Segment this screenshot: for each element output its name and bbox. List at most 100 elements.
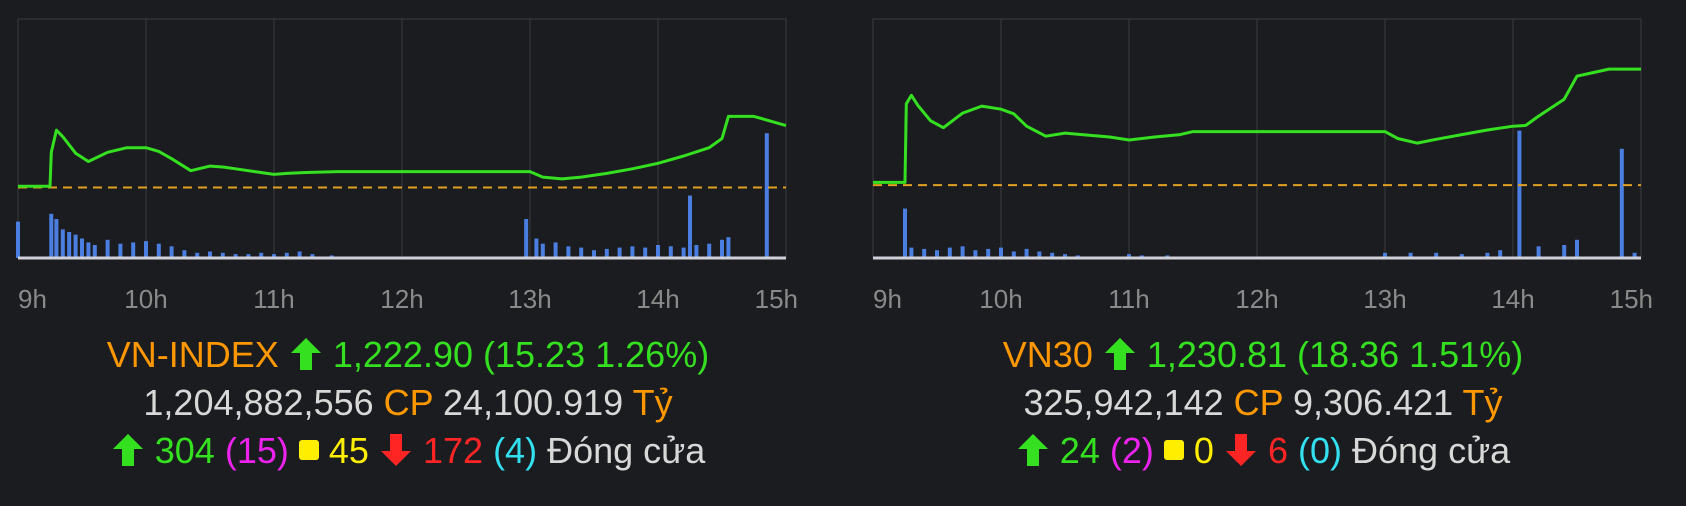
x-tick-label: 11h [253,284,294,314]
volume-bar [1459,254,1464,258]
index-value: 1,230.81 [1146,334,1288,375]
volume-bar [1050,252,1055,258]
breadth-line: 304 (15) 45 172 (4) Đóng cửa [8,428,808,474]
volume-bar [86,242,91,258]
market-status: Đóng cửa [547,430,706,471]
volume-bar [524,219,529,258]
volume-bar [131,242,136,258]
index-value: 1,222.90 [332,334,473,375]
volume-bar [1632,252,1637,258]
arrow-up-icon [290,338,321,370]
declines-count: 172 [422,430,484,471]
price-line [18,114,787,188]
index-change-pct: 1.26% [595,334,698,375]
volume-bar [49,213,54,258]
volume-bar [1562,245,1567,258]
volume-bar [118,243,123,258]
arrow-down-icon [380,434,411,466]
trade-value-unit: Tỷ [1462,382,1503,423]
index-change-pct: 1.51% [1409,334,1512,375]
x-tick-label: 12h [380,284,423,314]
volume-bar [540,243,545,258]
index-change: 15.23 [495,334,586,375]
volume-bar [935,250,939,258]
volume-bar [960,246,965,258]
volume-bar [195,252,200,258]
volume-bar [656,245,660,258]
volume-bar [284,252,289,258]
price-line [873,67,1641,184]
arrow-up-icon [1104,338,1135,370]
arrow-up-icon [1017,434,1048,466]
volume-bar [553,242,558,258]
volume-bar [92,245,97,258]
x-tick-label: 13h [508,284,551,314]
advances-count: 24 [1059,430,1100,471]
floor-count: (4) [493,430,538,471]
volume-bar [169,246,174,258]
volume-bar [1434,252,1439,258]
unchanged-count: 45 [328,430,369,471]
trade-value-unit: Tỷ [632,382,673,423]
volume-bar [999,247,1003,258]
volume-bar [67,232,72,258]
volume-bar [233,254,238,258]
volume-bar [707,243,712,258]
volume-bar [681,247,686,258]
volume-bar [73,234,78,258]
x-tick-label: 14h [636,284,679,314]
volume-bar [1024,248,1029,258]
volume-bar [272,254,276,258]
index-name: VN30 [1002,334,1093,375]
volume-bar [720,239,724,258]
ceiling-count: (15) [224,430,289,471]
volume-bar [947,247,952,258]
volume-bar [579,247,584,258]
volume-bar [310,254,315,258]
volume-bar [617,247,622,258]
volume-bar [909,247,914,258]
x-tick-label: 9h [18,284,47,314]
ceiling-count: (2) [1109,430,1154,471]
volume-bar [182,250,187,258]
arrow-down-icon [1225,434,1256,466]
advances-count: 304 [154,430,215,471]
square-icon [1163,440,1184,460]
volume-bar [592,250,596,258]
volume-bar [604,248,609,258]
volume-bar [1575,239,1579,258]
index-name: VN-INDEX [106,334,279,375]
volume-bar [1037,251,1042,258]
breadth-line: 24 (2) 0 6 (0) Đóng cửa [863,428,1663,474]
volume-bar [220,252,225,258]
volume-bar [1498,250,1503,258]
x-tick-label: 10h [124,284,167,314]
x-tick-label: 15h [755,284,798,314]
x-tick-label: 10h [979,284,1022,314]
x-tick-label: 12h [1235,284,1278,314]
volume-unit: CP [1233,382,1284,423]
index-summary-line: VN30 1,230.81 (18.36 1.51%) [1002,334,1524,375]
volume-bar [534,238,539,258]
volume-bar [986,248,991,258]
volume-line: 325,942,142 CP 9,306.421 Tỷ [863,380,1663,426]
volume-bar [688,195,692,258]
unchanged-count: 0 [1193,430,1214,471]
volume-bar [1485,252,1490,258]
volume-bar [1517,130,1522,258]
volume-bar [208,251,212,258]
volume-bar [903,208,907,258]
market-status: Đóng cửa [1352,430,1511,471]
arrow-up-icon [112,434,143,466]
volume-bar [297,251,302,258]
volume-bar [764,133,769,258]
volume-bar [1619,148,1624,258]
volume-bar [60,229,65,258]
volume-bar [922,248,927,258]
volume-bar [16,221,20,258]
index-summary-line: VN-INDEX 1,222.90 (15.23 1.26%) [106,334,710,375]
x-tick-label: 14h [1491,284,1534,314]
vnindex-chart: 9h 10h 11h 12h 13h 14h 15h [16,18,798,314]
floor-count: (0) [1298,430,1342,471]
vn30-panel: 9h 10h 11h 12h 13h 14h 15h VN30 1,230.81 (18.3… [863,0,1663,506]
